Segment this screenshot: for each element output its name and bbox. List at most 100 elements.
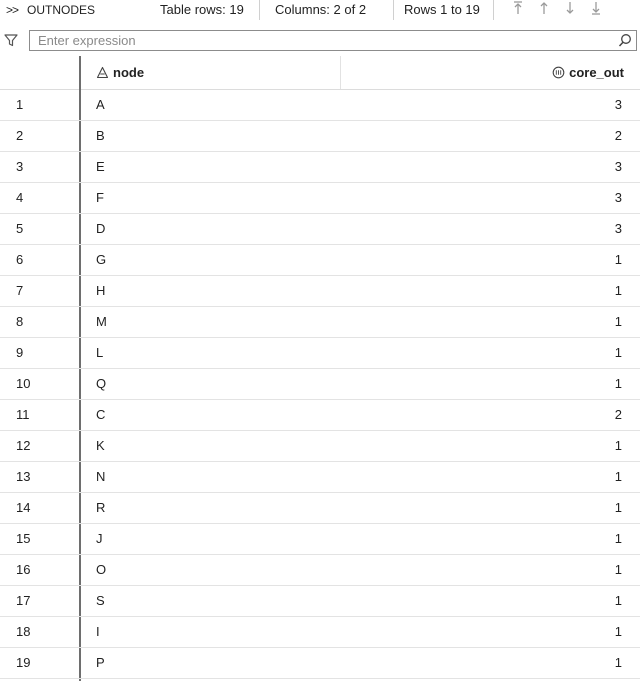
row-index: 16 — [16, 562, 31, 577]
cell-node: I — [96, 624, 100, 639]
cell-core-out: 1 — [614, 562, 622, 577]
last-page-icon[interactable] — [588, 0, 604, 20]
cell-core-out: 1 — [614, 252, 622, 267]
cell-node: N — [96, 469, 106, 484]
cell-node: E — [96, 159, 105, 174]
cell-core-out: 1 — [614, 531, 622, 546]
cell-node: G — [96, 252, 107, 267]
table-row[interactable]: 10 Q 1 — [0, 369, 640, 400]
row-index: 4 — [16, 190, 24, 205]
filter-bar — [0, 30, 642, 55]
row-index: 1 — [16, 97, 24, 112]
table-row[interactable]: 8 M 1 — [0, 307, 640, 338]
cell-core-out: 3 — [614, 190, 622, 205]
table-rows-count: Table rows: 19 — [160, 2, 244, 17]
table-header: node core_out — [0, 56, 640, 90]
table-row[interactable]: 2 B 2 — [0, 121, 640, 152]
column-divider — [340, 56, 341, 89]
row-index: 18 — [16, 624, 31, 639]
row-index: 19 — [16, 655, 31, 670]
cell-core-out: 2 — [614, 128, 622, 143]
cell-node: D — [96, 221, 106, 236]
row-index: 5 — [16, 221, 24, 236]
cell-node: S — [96, 593, 105, 608]
cell-core-out: 1 — [614, 593, 622, 608]
table-row[interactable]: 4 F 3 — [0, 183, 640, 214]
cell-node: C — [96, 407, 106, 422]
table-row[interactable]: 7 H 1 — [0, 276, 640, 307]
table-row[interactable]: 1 A 3 — [0, 90, 640, 121]
cell-core-out: 1 — [614, 314, 622, 329]
row-index: 13 — [16, 469, 31, 484]
cell-core-out: 3 — [614, 97, 622, 112]
table-row[interactable]: 16 O 1 — [0, 555, 640, 586]
column-header-label: node — [113, 65, 145, 80]
row-index: 3 — [16, 159, 24, 174]
cell-node: H — [96, 283, 106, 298]
cell-core-out: 1 — [614, 624, 622, 639]
table-row[interactable]: 13 N 1 — [0, 462, 640, 493]
expression-input[interactable] — [38, 31, 608, 50]
toolbar-divider — [393, 0, 394, 20]
cell-node: J — [96, 531, 103, 546]
cell-core-out: 1 — [614, 469, 622, 484]
numeric-column-icon — [552, 66, 565, 79]
cell-core-out: 1 — [614, 283, 622, 298]
cell-node: F — [96, 190, 104, 205]
filter-icon[interactable] — [3, 32, 21, 50]
rows-range: Rows 1 to 19 — [404, 2, 480, 17]
cell-core-out: 2 — [614, 407, 622, 422]
table-row[interactable]: 9 L 1 — [0, 338, 640, 369]
column-header-core-out[interactable]: core_out — [552, 56, 624, 89]
cell-node: K — [96, 438, 105, 453]
row-index: 12 — [16, 438, 31, 453]
toolbar-divider — [493, 0, 494, 20]
column-header-node[interactable]: node — [96, 56, 144, 89]
character-column-icon — [96, 67, 109, 79]
table-row[interactable]: 12 K 1 — [0, 431, 640, 462]
cell-core-out: 1 — [614, 655, 622, 670]
table-toolbar: >> OUTNODES Table rows: 19 Columns: 2 of… — [0, 0, 642, 22]
table-row[interactable]: 5 D 3 — [0, 214, 640, 245]
column-header-label: core_out — [569, 65, 624, 80]
row-index: 17 — [16, 593, 31, 608]
cell-node: Q — [96, 376, 107, 391]
cell-core-out: 3 — [614, 159, 622, 174]
columns-count-button[interactable]: Columns: 2 of 2 — [275, 2, 367, 17]
previous-page-icon[interactable] — [536, 0, 552, 20]
row-index: 11 — [16, 407, 30, 422]
row-index: 14 — [16, 500, 31, 515]
row-index: 2 — [16, 128, 24, 143]
cell-node: M — [96, 314, 107, 329]
table-row[interactable]: 11 C 2 — [0, 400, 640, 431]
toolbar-divider — [259, 0, 260, 20]
cell-node: A — [96, 97, 105, 112]
row-index: 6 — [16, 252, 24, 267]
cell-core-out: 1 — [614, 376, 622, 391]
table-row[interactable]: 6 G 1 — [0, 245, 640, 276]
dataset-name: OUTNODES — [27, 3, 96, 17]
row-index: 7 — [16, 283, 24, 298]
row-index: 10 — [16, 376, 31, 391]
search-icon[interactable] — [618, 33, 632, 48]
row-index: 15 — [16, 531, 31, 546]
cell-core-out: 3 — [614, 221, 622, 236]
table-row[interactable]: 17 S 1 — [0, 586, 640, 617]
cell-node: R — [96, 500, 106, 515]
cell-node: B — [96, 128, 105, 143]
row-index: 8 — [16, 314, 24, 329]
table-row[interactable]: 18 I 1 — [0, 617, 640, 648]
table-row[interactable]: 19 P 1 — [0, 648, 640, 679]
expression-box — [29, 30, 637, 51]
next-page-icon[interactable] — [562, 0, 578, 20]
cell-core-out: 1 — [614, 500, 622, 515]
table-row[interactable]: 14 R 1 — [0, 493, 640, 524]
cell-core-out: 1 — [614, 345, 622, 360]
first-page-icon[interactable] — [510, 0, 526, 20]
expand-panel-button[interactable]: >> — [6, 3, 19, 17]
cell-node: P — [96, 655, 105, 670]
cell-node: O — [96, 562, 107, 577]
table-row[interactable]: 3 E 3 — [0, 152, 640, 183]
table-row[interactable]: 15 J 1 — [0, 524, 640, 555]
